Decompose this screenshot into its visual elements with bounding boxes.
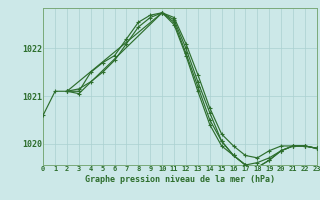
X-axis label: Graphe pression niveau de la mer (hPa): Graphe pression niveau de la mer (hPa) — [85, 175, 275, 184]
